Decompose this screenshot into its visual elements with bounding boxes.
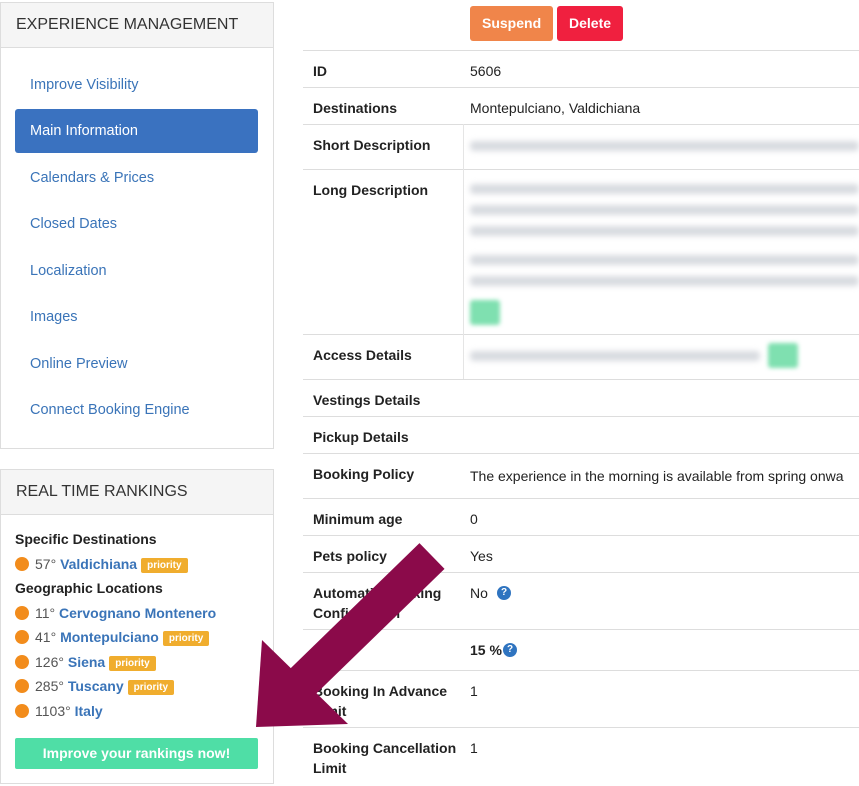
menu-item[interactable]: Closed Dates <box>30 216 118 232</box>
row-label: Fee <box>313 642 338 658</box>
menu-item[interactable]: Calendars & Prices <box>30 170 155 186</box>
rankings-panel: REAL TIME RANKINGS <box>0 469 274 784</box>
table-row: Booking In Advance Limit 1 <box>303 670 859 728</box>
row-label: Pickup Details <box>313 429 409 445</box>
cell-divider <box>463 124 464 379</box>
rankings-title: REAL TIME RANKINGS <box>1 470 273 515</box>
blurred-text <box>470 141 859 151</box>
rank: 126° <box>35 653 64 670</box>
table-row: Long Description <box>303 169 859 335</box>
rank: 57° <box>35 555 57 572</box>
menu-item[interactable]: Connect Booking Engine <box>30 402 190 418</box>
row-label: Booking Policy <box>313 466 415 482</box>
row-value: 15 % <box>470 642 502 658</box>
ranking-item: 57° Valdichiana priority <box>15 555 188 573</box>
blurred-text <box>470 205 859 215</box>
row-value: 5606 <box>470 63 502 79</box>
sidebar: EXPERIENCE MANAGEMENT <box>0 2 274 449</box>
table-row: Vestings Details <box>303 379 859 417</box>
status-dot <box>15 703 29 718</box>
row-label: ID <box>313 63 327 79</box>
row-label: Vestings Details <box>313 392 421 408</box>
table-row: Access Details <box>303 334 859 380</box>
menu-item[interactable]: Online Preview <box>30 356 128 372</box>
row-value: 1 <box>470 683 478 699</box>
ranking-item: 285° Tuscany priority <box>15 678 175 695</box>
blurred-text <box>470 276 859 286</box>
table-row: Automatic Booking Confirmation No? <box>303 572 859 630</box>
sidebar-title: EXPERIENCE MANAGEMENT <box>1 3 273 48</box>
row-label: Short Description <box>313 137 431 153</box>
rank: 41° <box>35 629 57 645</box>
ranking-item: 11° Cervognano Montenero <box>15 605 216 621</box>
row-value: 0 <box>470 511 478 527</box>
action-button[interactable]: Delete <box>557 6 624 41</box>
row-label: Booking In Advance Limit <box>313 683 448 719</box>
place-link[interactable]: Montepulciano <box>60 629 159 645</box>
badge: priority <box>109 655 156 671</box>
badge: priority <box>141 557 188 573</box>
table-row: Booking Policy The experience in the morn… <box>303 453 859 499</box>
row-label: Automatic Booking Confirmation <box>313 585 442 621</box>
row-value: No <box>470 585 488 601</box>
row-label: Booking Cancellation Limit <box>313 740 457 776</box>
place-link[interactable]: Cervognano Montenero <box>59 604 217 621</box>
table-row: Minimum age 0 <box>303 498 859 536</box>
menu-item[interactable]: Main Information <box>15 109 258 153</box>
table-row: Pickup Details <box>303 416 859 454</box>
blurred-text <box>470 351 760 361</box>
status-dot <box>15 654 29 669</box>
rank: 11° <box>35 604 56 621</box>
table-row: Fee 15 %? <box>303 629 859 671</box>
table-row: Short Description <box>303 124 859 170</box>
status-dot <box>15 679 29 693</box>
status-dot <box>15 556 29 571</box>
help-icon: ? <box>497 586 511 600</box>
blurred-button <box>768 343 798 368</box>
ranking-item: 126° Siena priority <box>15 653 156 671</box>
blurred-text <box>470 255 859 265</box>
rankings-button[interactable]: Improve your rankings now! <box>15 738 258 769</box>
rank: 285° <box>35 678 64 694</box>
menu-item[interactable]: Localization <box>30 263 107 279</box>
place-link[interactable]: Tuscany <box>67 678 124 694</box>
place-link[interactable]: Valdichiana <box>60 555 138 572</box>
menu-item[interactable]: Improve Visibility <box>30 77 139 93</box>
place-link[interactable]: Siena <box>67 653 106 670</box>
badge: priority <box>162 631 210 646</box>
table-row: Pets policy Yes <box>303 535 859 573</box>
row-label: Access Details <box>313 347 412 363</box>
row-value: The experience in the morning is availab… <box>470 468 844 484</box>
status-dot <box>15 605 29 620</box>
section-title: Geographic Locations <box>15 580 163 596</box>
row-value: Yes <box>470 548 493 564</box>
place-link[interactable]: Italy <box>74 702 103 719</box>
row-label: Long Description <box>313 182 429 198</box>
table-row: Destinations Montepulciano, Valdichiana <box>303 87 859 125</box>
row-value: 1 <box>470 740 478 756</box>
blurred-text <box>470 226 859 236</box>
action-button[interactable]: Suspend <box>470 6 554 41</box>
blurred-button <box>470 300 500 325</box>
blurred-text <box>470 184 859 194</box>
badge: priority <box>127 680 175 695</box>
ranking-item: 41° Montepulciano priority <box>15 629 210 646</box>
section-title: Specific Destinations <box>15 531 157 547</box>
row-label: Destinations <box>313 100 398 116</box>
help-icon: ? <box>503 643 517 657</box>
menu-item[interactable]: Images <box>30 309 78 325</box>
row-value: Montepulciano, Valdichiana <box>470 100 641 116</box>
status-dot <box>15 630 29 644</box>
row-label: Minimum age <box>313 511 403 527</box>
table-row: ID 5606 <box>303 50 859 88</box>
ranking-item: 1103° Italy <box>15 703 103 719</box>
table-row: Booking Cancellation Limit 1 <box>303 727 859 786</box>
row-label: Pets policy <box>313 548 387 564</box>
rank: 1103° <box>35 702 71 719</box>
